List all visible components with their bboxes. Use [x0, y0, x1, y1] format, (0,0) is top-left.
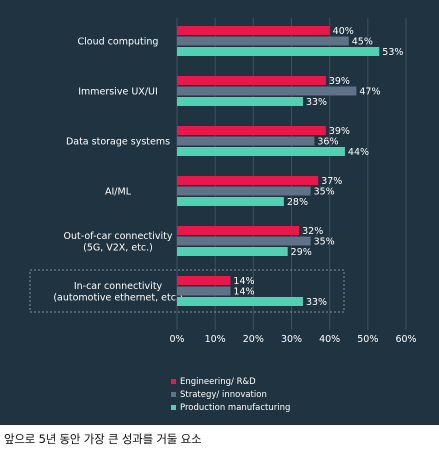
bar [177, 286, 231, 296]
bar [177, 236, 311, 246]
data-label: 35% [314, 237, 335, 248]
data-label: 14% [233, 287, 254, 298]
data-label: 14% [233, 276, 254, 287]
bar [177, 26, 330, 35]
chart: 0% 10% 20% 30% 40% 50% 60% Cloud computing 40% 45… [0, 0, 439, 425]
bar [177, 197, 284, 206]
chart-background [0, 0, 439, 425]
data-label: 45% [352, 37, 373, 48]
legend-label: Production manufacturing [180, 403, 290, 413]
data-label: 39% [329, 76, 350, 87]
legend-label: Engineering/ R&D [180, 377, 256, 387]
x-tick-label: 40% [319, 334, 340, 345]
x-tick-label: 10% [205, 334, 226, 345]
category-label: Data storage systems [66, 137, 170, 148]
x-tick-label: 30% [281, 334, 302, 345]
bar [177, 226, 300, 235]
data-label: 36% [317, 137, 338, 148]
bar [177, 276, 231, 285]
data-label: 33% [306, 297, 327, 308]
category-highlight-box [29, 269, 345, 313]
data-label: 44% [348, 147, 369, 158]
legend-label: Strategy/ innovation [180, 390, 267, 400]
data-label: 37% [321, 176, 342, 187]
category-label: AI/ML [105, 187, 132, 198]
bar [177, 97, 303, 106]
category-label: (automotive ethernet, etc.) [53, 292, 182, 303]
category-label: Out-of-car connectivity [64, 231, 173, 242]
bar [177, 147, 345, 156]
data-label: 53% [382, 47, 403, 58]
data-label: 32% [302, 226, 323, 237]
data-label: 40% [333, 26, 354, 37]
data-label: 47% [359, 87, 380, 98]
legend-swatch [171, 405, 176, 410]
chart-caption: 앞으로 5년 동안 가장 큰 성과를 거둘 요소 [4, 432, 202, 446]
bar [177, 247, 288, 256]
data-label: 28% [287, 197, 308, 208]
data-label: 39% [329, 126, 350, 137]
bar [177, 297, 303, 306]
x-tick-label: 60% [395, 334, 416, 345]
bar [177, 36, 349, 46]
bar [177, 47, 380, 56]
bar [177, 136, 315, 146]
category-label: (5G, V2X, etc.) [83, 242, 153, 253]
data-label: 35% [314, 187, 335, 198]
category-label: Immersive UX/UI [78, 87, 158, 98]
category-label: Cloud computing [78, 37, 159, 48]
bar [177, 86, 357, 96]
x-tick-label: 50% [357, 334, 378, 345]
legend-swatch [171, 392, 176, 397]
bar [177, 126, 326, 135]
data-label: 33% [306, 97, 327, 108]
chart-svg: 0% 10% 20% 30% 40% 50% 60%Cloud computing40%45… [0, 0, 439, 425]
x-tick-label: 0% [169, 334, 184, 345]
category-label: In-car connectivity [74, 281, 163, 292]
data-label: 29% [291, 247, 312, 258]
x-tick-label: 20% [243, 334, 264, 345]
bar [177, 176, 319, 185]
legend-swatch [171, 379, 176, 384]
bar [177, 76, 326, 85]
bar [177, 186, 311, 196]
